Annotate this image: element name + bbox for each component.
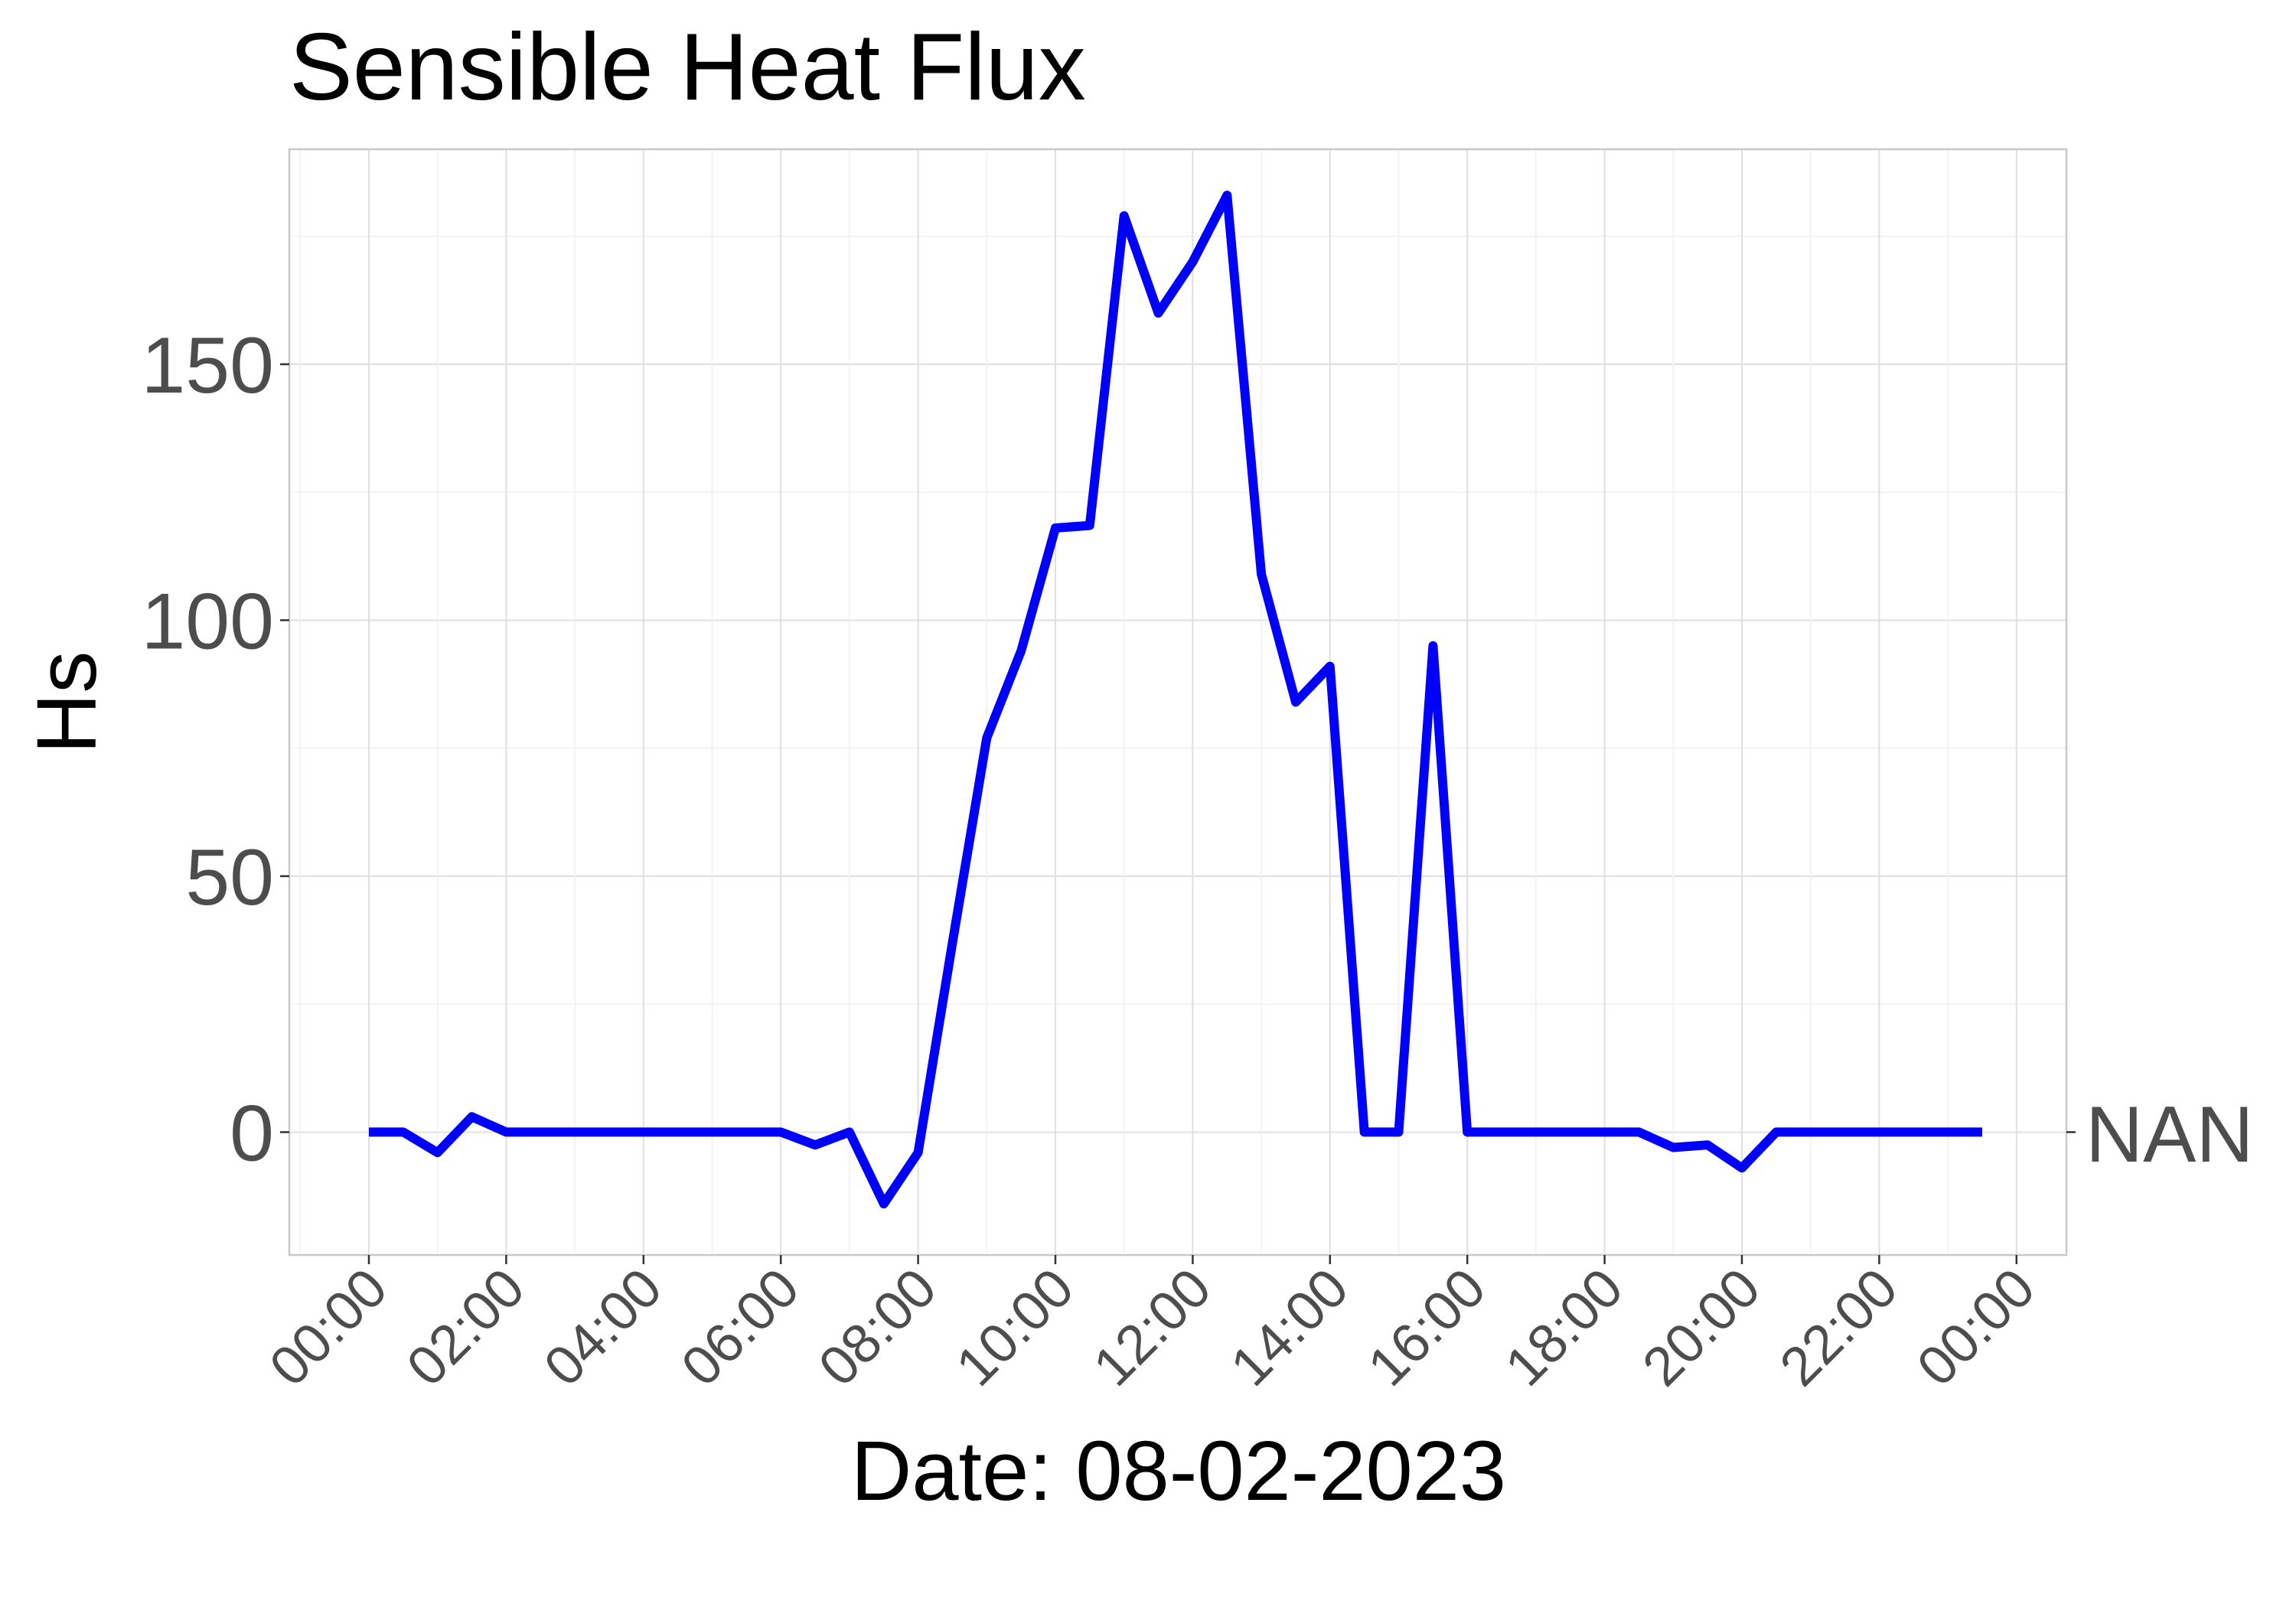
axis-ticks bbox=[280, 363, 2076, 1264]
x-tick-label: 04:00 bbox=[533, 1257, 673, 1398]
plot-panel-border bbox=[288, 148, 2068, 1257]
y-axis-title: Hs bbox=[20, 651, 114, 754]
x-tick-label: 00:00 bbox=[1906, 1257, 2047, 1398]
x-tick-label: 08:00 bbox=[807, 1257, 948, 1398]
x-tick-label: 06:00 bbox=[670, 1257, 811, 1398]
y-tick-label: 0 bbox=[230, 1089, 274, 1178]
x-tick-label: 16:00 bbox=[1357, 1257, 1498, 1398]
x-tick-label: 02:00 bbox=[396, 1257, 536, 1398]
series-line-hs bbox=[369, 191, 1982, 1209]
x-tick-label: 20:00 bbox=[1631, 1257, 1772, 1398]
x-tick-label: 00:00 bbox=[258, 1257, 399, 1398]
y-tick-label: 100 bbox=[141, 577, 274, 666]
secondary-axis-label: NAN bbox=[2086, 1090, 2254, 1179]
x-tick-label: 18:00 bbox=[1494, 1257, 1635, 1398]
x-tick-label: 10:00 bbox=[944, 1257, 1085, 1398]
y-tick-label: 150 bbox=[141, 321, 274, 410]
x-axis-title: Date: 08-02-2023 bbox=[851, 1424, 1506, 1518]
x-tick-label: 14:00 bbox=[1219, 1257, 1360, 1398]
x-tick-label: 12:00 bbox=[1082, 1257, 1223, 1398]
x-tick-label: 22:00 bbox=[1769, 1257, 1910, 1398]
grid bbox=[289, 149, 2066, 1255]
chart-title: Sensible Heat Flux bbox=[289, 15, 1086, 120]
y-tick-label: 50 bbox=[185, 833, 274, 922]
